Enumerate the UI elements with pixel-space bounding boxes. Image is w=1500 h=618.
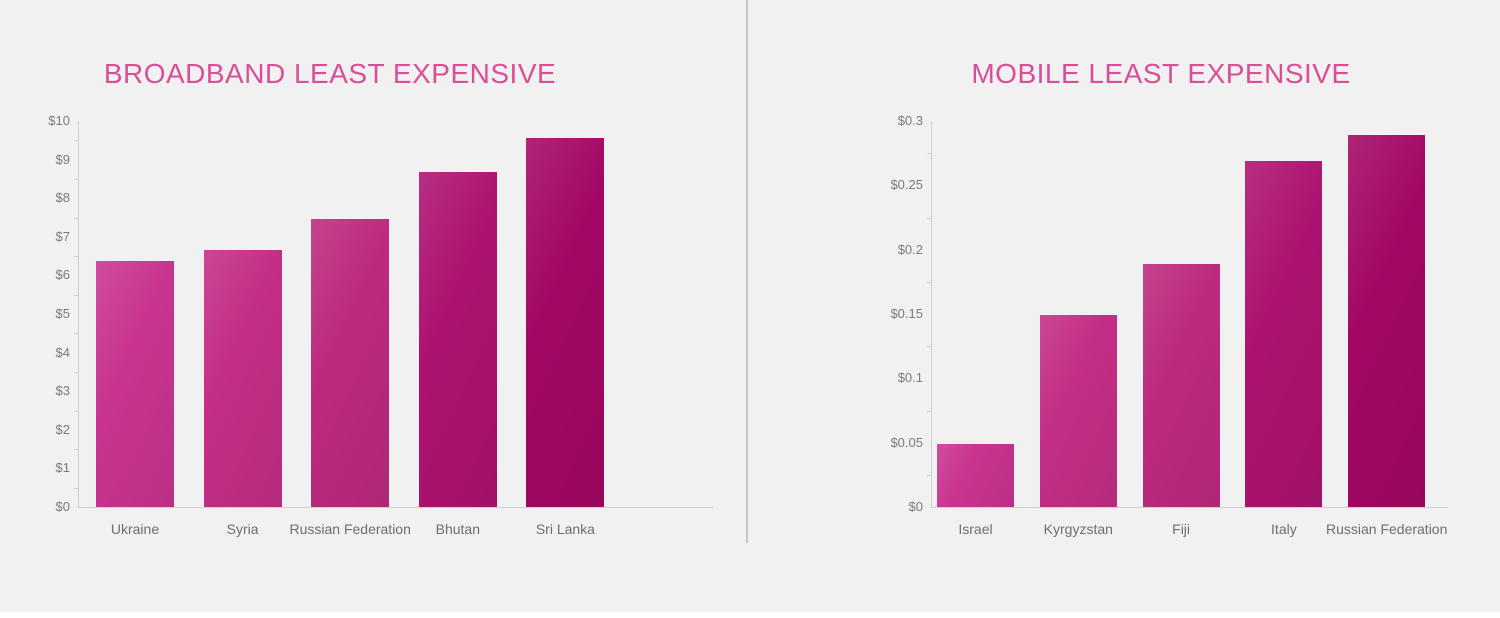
y-axis-tick-label: $0.15 <box>890 306 923 321</box>
y-axis-minor-tick <box>74 178 78 180</box>
x-axis-category-label: Russian Federation <box>289 521 411 537</box>
y-axis-tick-label: $0.05 <box>890 434 923 450</box>
bar-kyrgyzstan <box>1039 315 1117 507</box>
bar-fiji <box>1142 263 1220 507</box>
y-axis-tick-label: $6 <box>55 267 70 283</box>
x-axis-category-label: Bhutan <box>435 521 480 537</box>
x-axis-category-label: Syria <box>226 521 259 537</box>
y-axis-tick-label: $2 <box>55 421 70 437</box>
y-axis-minor-tick <box>74 217 78 219</box>
y-axis-minor-tick <box>927 346 931 348</box>
x-axis-category-label: Fiji <box>1172 521 1191 537</box>
x-axis-category-label: Kyrgyzstan <box>1043 521 1113 537</box>
y-axis-minor-tick <box>74 371 78 373</box>
broadband-plot-area <box>78 121 713 508</box>
bar-ukraine <box>96 261 174 507</box>
y-axis-minor-tick <box>74 487 78 489</box>
y-axis-tick-label: $0.3 <box>897 113 923 128</box>
y-axis-tick-label: $1 <box>55 460 70 476</box>
y-axis-minor-tick <box>74 256 78 258</box>
y-axis-tick-label: $0.2 <box>897 241 923 257</box>
y-axis-tick-label: $4 <box>55 344 70 360</box>
y-axis-minor-tick <box>927 474 931 476</box>
bar-bhutan <box>418 171 497 507</box>
x-axis-category-label: Israel <box>958 521 993 537</box>
y-axis-minor-tick <box>74 333 78 335</box>
y-axis-tick-label: $3 <box>55 383 70 399</box>
x-axis-category-label: Italy <box>1271 521 1297 537</box>
bar-syria <box>203 250 282 507</box>
y-axis-tick-label: $0 <box>55 499 70 514</box>
y-axis-tick-label: $0 <box>908 499 923 514</box>
mobile-plot-area <box>931 121 1448 508</box>
bar-sri-lanka <box>526 137 605 507</box>
y-axis-minor-tick <box>927 410 931 412</box>
y-axis-tick-label: $8 <box>55 190 70 206</box>
y-axis-tick-label: $10 <box>48 113 70 128</box>
bottom-strip <box>0 612 1500 618</box>
y-axis-tick-label: $0.25 <box>890 177 923 193</box>
bar-russian-federation <box>311 219 390 507</box>
bar-russian-federation <box>1348 135 1426 507</box>
panel-divider <box>746 0 748 543</box>
y-axis-tick-label: $9 <box>55 151 70 167</box>
y-axis-minor-tick <box>74 294 78 296</box>
x-axis-category-label: Sri Lanka <box>535 521 595 537</box>
y-axis-tick-label: $7 <box>55 228 70 244</box>
y-axis-tick-label: $5 <box>55 306 70 321</box>
bar-italy <box>1245 160 1323 507</box>
broadband-chart-title: BROADBAND LEAST EXPENSIVE <box>103 58 557 89</box>
x-axis-category-label: Russian Federation <box>1325 521 1448 537</box>
y-axis-tick-label: $0.1 <box>897 370 923 386</box>
y-axis-minor-tick <box>74 410 78 412</box>
y-axis-minor-tick <box>927 153 931 155</box>
x-axis-category-label: Ukraine <box>110 521 160 537</box>
y-axis-minor-tick <box>74 449 78 451</box>
y-axis-minor-tick <box>927 217 931 219</box>
y-axis-minor-tick <box>74 140 78 142</box>
bar-israel <box>937 443 1014 507</box>
y-axis-minor-tick <box>927 281 931 283</box>
mobile-chart-title: MOBILE LEAST EXPENSIVE <box>971 58 1351 89</box>
